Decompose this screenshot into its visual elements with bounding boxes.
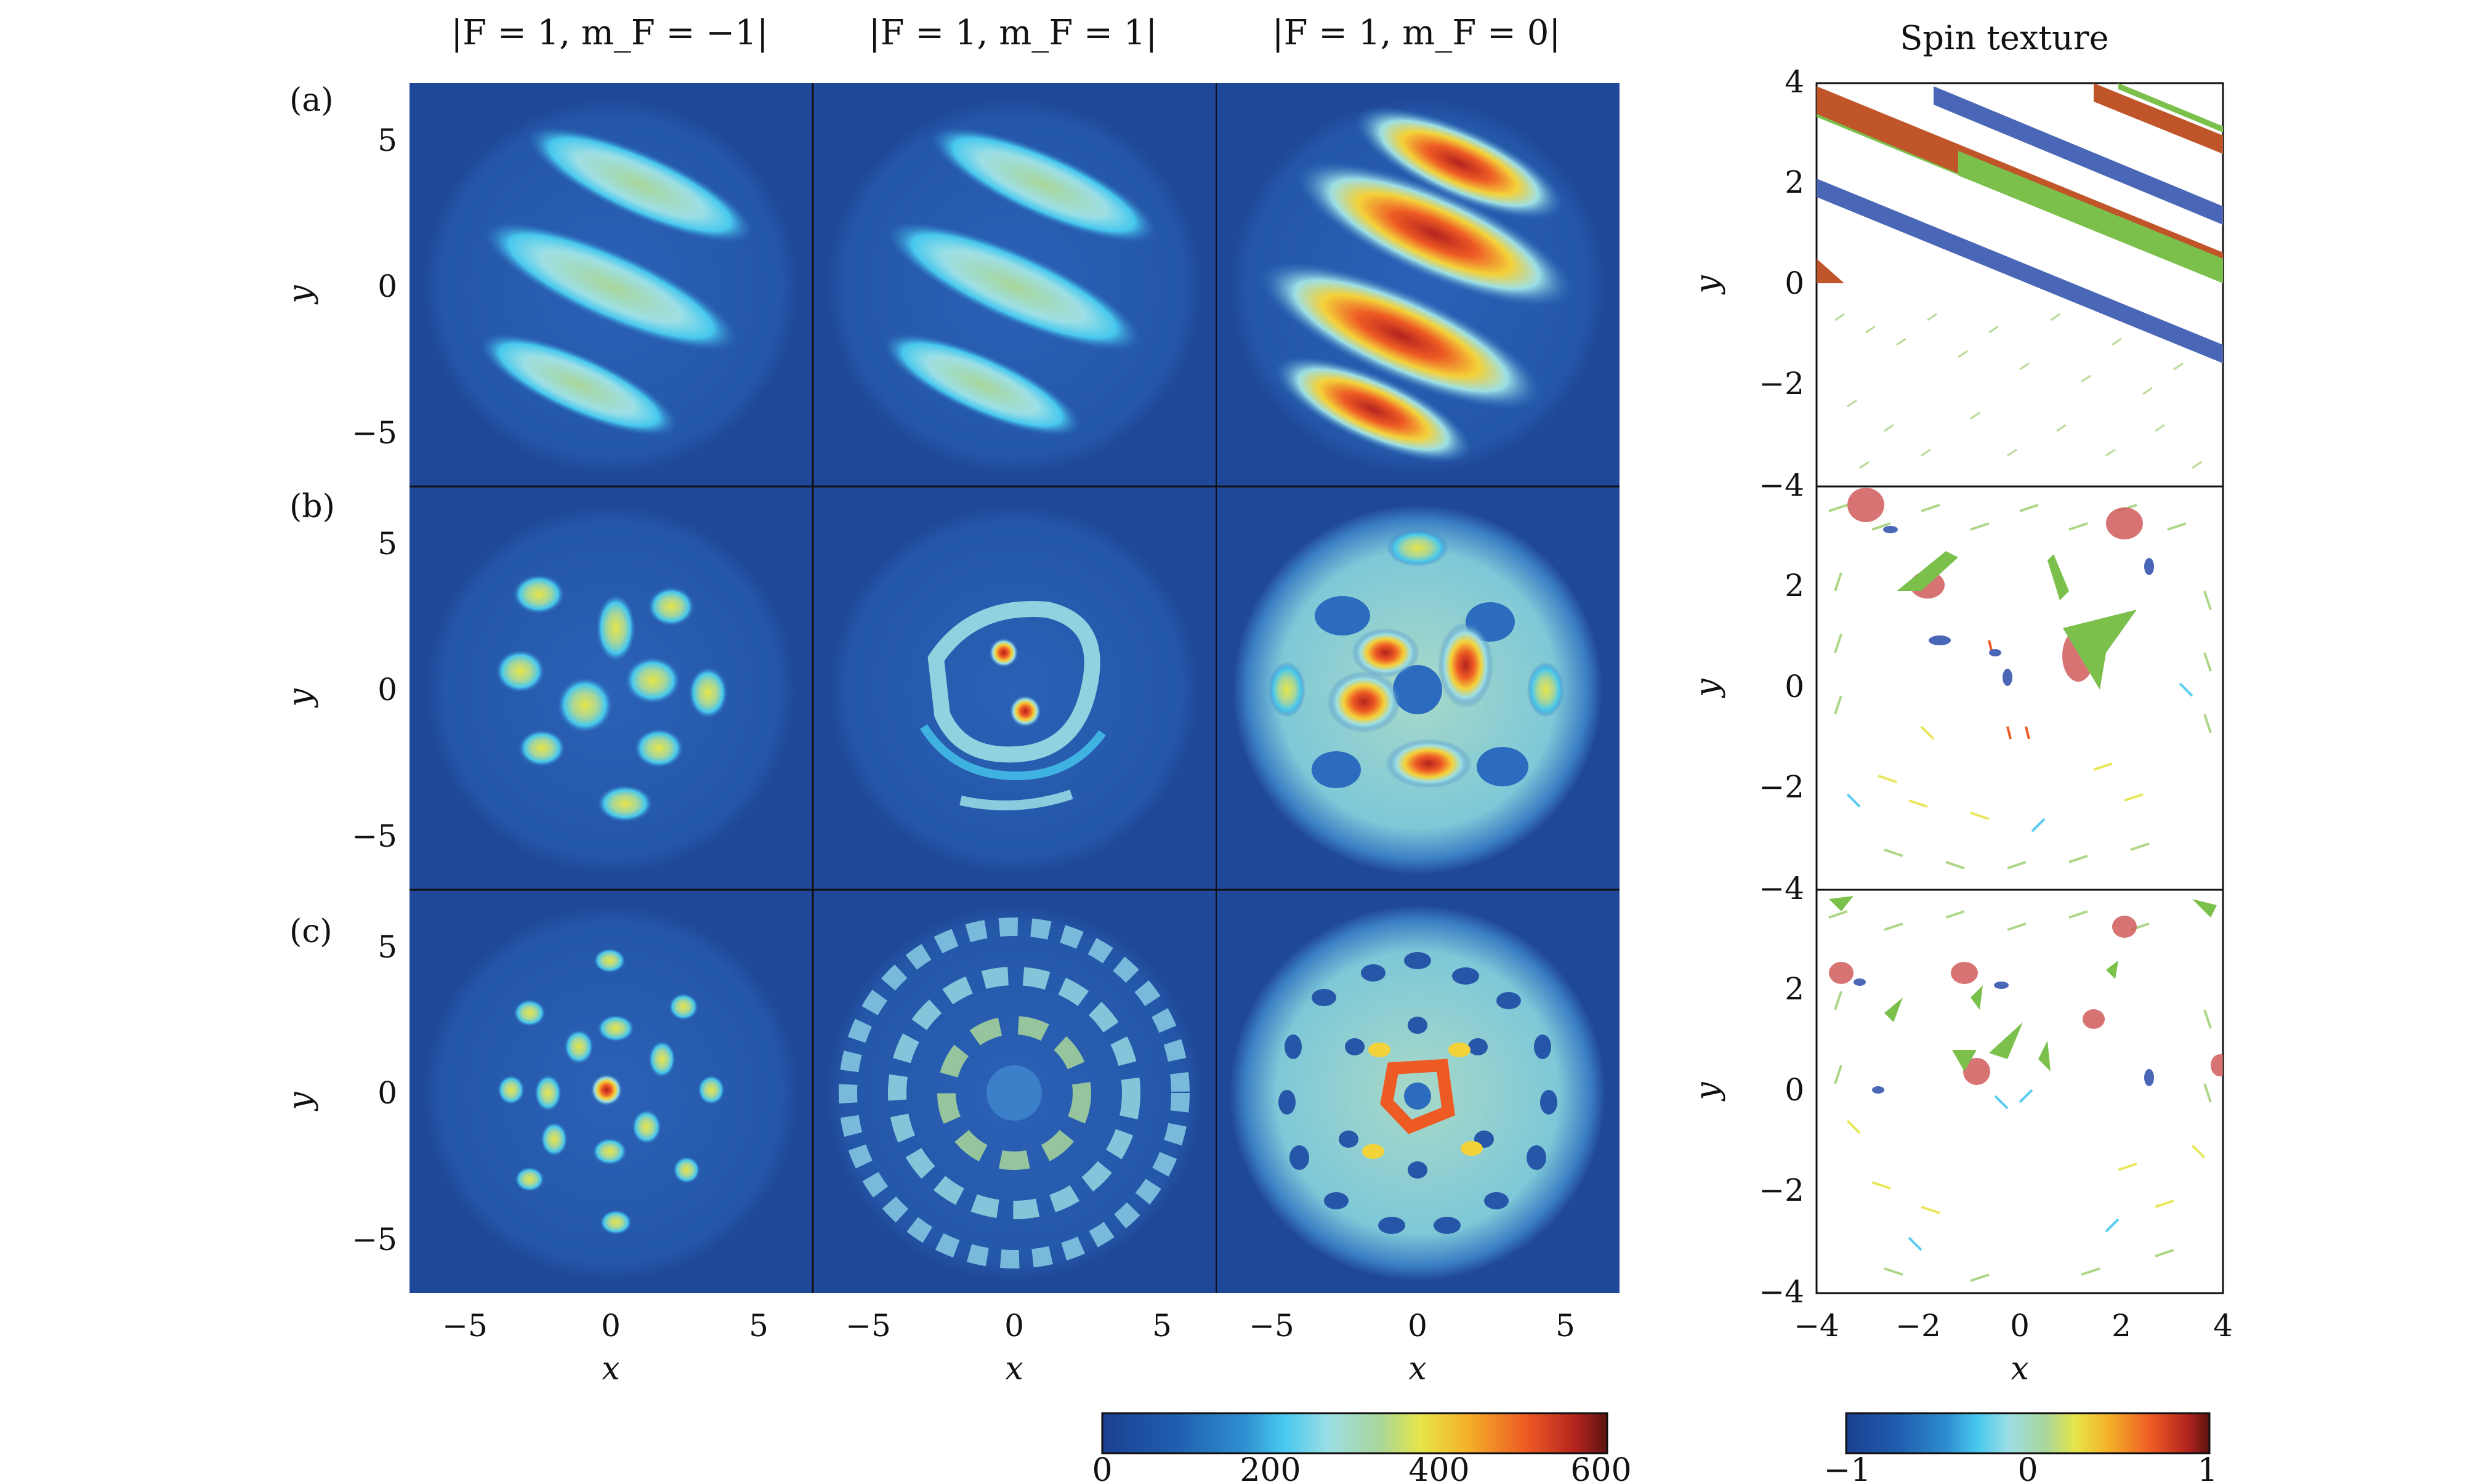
column-title-spin-texture: Spin texture (1900, 18, 2108, 57)
panel-a-mf-plus (826, 99, 1202, 474)
y-tick-a-m5: −5 (352, 415, 397, 451)
panel-b-mf-minus (426, 505, 796, 874)
spin-y-a-m4: −4 (1759, 467, 1804, 503)
spin-y-a-m2: −2 (1759, 366, 1804, 401)
x-axis-label-1: x (602, 1350, 619, 1387)
spin-x-0: 0 (2010, 1308, 2030, 1344)
spin-y-c-0: 0 (1785, 1072, 1804, 1108)
column-title-mf-plus: |F = 1, m_F = 1| (869, 13, 1157, 53)
y-tick-c-m5: −5 (352, 1222, 397, 1257)
spin-y-c-m2: −2 (1759, 1172, 1804, 1208)
y-axis-label-b: y (282, 688, 319, 708)
row-label-b: (b) (289, 488, 335, 525)
density-cb-tick-0: 0 (1092, 1452, 1112, 1484)
spin-colorbar: −1 0 1 (1824, 1412, 2218, 1484)
spin-x-m2: −2 (1895, 1308, 1941, 1344)
spin-y-label-b: y (1689, 679, 1726, 698)
row-label-c: (c) (289, 913, 333, 950)
spin-x-axis: −4 −2 0 2 4 x (1794, 1308, 2233, 1387)
x-tick-2-5: 5 (1152, 1308, 1172, 1344)
x-tick-3-m5: −5 (1249, 1308, 1294, 1344)
density-x-axis: −5 0 5 −5 0 5 −5 0 5 x x x (442, 1308, 1575, 1387)
spin-y-label-c: y (1689, 1082, 1726, 1102)
spin-y-c-m4: −4 (1759, 1274, 1804, 1310)
y-tick-b-5: 5 (377, 526, 397, 562)
y-tick-b-m5: −5 (352, 818, 397, 854)
panel-b-mf-plus (829, 505, 1199, 874)
spin-x-m4: −4 (1794, 1308, 1839, 1344)
spin-y-label-a: y (1689, 275, 1726, 295)
x-axis-label-2: x (1005, 1350, 1023, 1387)
spin-texture-panels (1815, 82, 2224, 1294)
x-axis-label-3: x (1408, 1350, 1426, 1387)
density-y-axis: 5 0 −5 5 0 −5 5 0 −5 y y y (282, 123, 397, 1257)
column-title-mf-zero: |F = 1, m_F = 0| (1272, 13, 1560, 53)
column-title-mf-minus: |F = 1, m_F = −1| (451, 13, 768, 53)
spin-cb-tick-1: 1 (2197, 1452, 2217, 1484)
spin-y-a-2: 2 (1785, 164, 1804, 200)
spin-y-b-m4: −4 (1759, 871, 1804, 906)
x-tick-1-0: 0 (601, 1308, 621, 1344)
x-tick-3-0: 0 (1408, 1308, 1427, 1344)
y-axis-label-c: y (282, 1092, 319, 1111)
panel-c-mf-minus (423, 905, 799, 1281)
spin-y-b-0: 0 (1785, 669, 1804, 704)
density-colorbar: 0 200 400 600 (1092, 1412, 1632, 1484)
y-tick-c-0: 0 (377, 1075, 397, 1111)
spin-y-c-2: 2 (1785, 971, 1804, 1007)
y-tick-a-5: 5 (377, 123, 397, 158)
panel-a-mf-zero (1230, 99, 1605, 474)
x-tick-2-0: 0 (1004, 1308, 1024, 1344)
spin-cb-tick-m1: −1 (1824, 1452, 1871, 1484)
spin-y-axis: 4 2 0 −2 −4 2 0 −2 −4 2 0 −2 −4 y y y (1689, 64, 1804, 1310)
y-tick-c-5: 5 (377, 929, 397, 965)
density-grid (409, 83, 1620, 1293)
spin-y-a-4: 4 (1785, 64, 1804, 100)
spin-x-4: 4 (2213, 1308, 2233, 1344)
spin-panel-b (1828, 488, 2212, 869)
y-axis-label-a: y (282, 285, 319, 305)
density-cb-tick-600: 600 (1570, 1452, 1631, 1484)
spin-y-a-0: 0 (1785, 265, 1804, 301)
y-tick-a-0: 0 (377, 268, 397, 304)
spin-panel-a (1817, 83, 2223, 469)
x-tick-1-m5: −5 (442, 1308, 488, 1344)
panel-c-mf-plus (826, 905, 1202, 1281)
spin-y-b-2: 2 (1785, 568, 1804, 603)
y-tick-b-0: 0 (377, 672, 397, 708)
density-cb-tick-200: 200 (1240, 1452, 1301, 1484)
panel-c-mf-zero (1230, 905, 1605, 1281)
x-tick-3-5: 5 (1555, 1308, 1575, 1344)
panel-a-mf-minus (423, 99, 799, 474)
panel-b-mf-zero (1233, 505, 1602, 874)
x-tick-1-5: 5 (749, 1308, 769, 1344)
row-label-a: (a) (289, 82, 334, 119)
spin-panel-c (1828, 896, 2223, 1282)
spin-cb-tick-0: 0 (2017, 1452, 2038, 1484)
density-cb-tick-400: 400 (1408, 1452, 1469, 1484)
spin-x-label: x (2011, 1350, 2028, 1387)
spin-x-2: 2 (2112, 1308, 2131, 1344)
spin-y-b-m2: −2 (1759, 769, 1804, 805)
x-tick-2-m5: −5 (845, 1308, 891, 1344)
